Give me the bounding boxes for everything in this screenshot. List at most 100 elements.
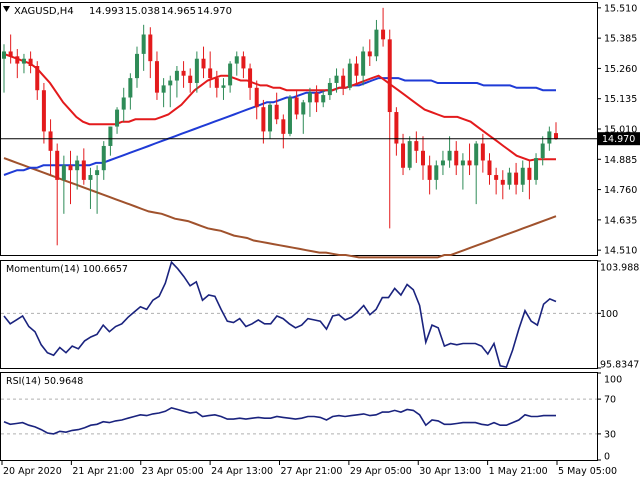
sma-mid-line [3,77,556,176]
rsi-tick-label: 100 [604,375,622,386]
candle-body [361,51,366,76]
candle-body [115,109,120,127]
candle-body [41,90,46,132]
candle-body [447,150,452,161]
candle-body [540,143,545,159]
price-tick-label: 15.510 [604,3,637,14]
candle-body [28,58,33,66]
rsi-tick-label: 0 [604,452,610,463]
candle-body [188,75,193,83]
price-panel[interactable]: 15.510 15.385 15.260 15.135 15.010 14.885 14.7… [0,2,640,259]
price-tick-label: 14.510 [604,246,637,257]
candle-body [480,143,485,161]
dropdown-triangle-icon[interactable] [3,6,10,12]
price-tick-label: 14.885 [604,155,637,166]
candle-body [407,141,412,168]
current-price-tag: 14.970 [598,132,640,146]
candle-body [48,131,53,151]
momentum-tick-label: 103.9882 [600,263,640,274]
price-axis: 15.510 15.385 15.260 15.135 15.010 14.885 14.7… [597,3,637,257]
candle-body [394,112,399,144]
price-tick-label: 15.135 [604,94,637,105]
candle-body [520,167,525,185]
candle-body [494,175,499,180]
candle-body [281,119,286,134]
candle-body [221,85,226,88]
candle-body [427,165,432,180]
candle-body [121,97,126,110]
sma-fast-line [3,52,556,162]
candle-body [21,58,26,64]
candle-body [8,51,13,57]
candle-body [547,131,552,144]
price-tick-label: 14.760 [604,185,637,196]
candle-body [301,102,306,115]
candle-body [321,95,326,103]
sma-slow-line [3,157,557,259]
momentum-line [3,260,557,369]
candle-body [35,66,40,91]
time-tick-label: 23 Apr 05:00 [142,466,204,477]
candle-body [15,56,20,64]
ohlc-low: 14.965 [161,6,196,17]
momentum-axis: 103.9882 100 95.8347 [1,260,640,371]
candle-body [68,165,73,171]
candle-body [294,97,299,115]
candle-body [181,70,186,76]
price-tick-label: 15.385 [604,34,637,45]
candle-body [168,80,173,86]
candle-body [75,160,80,171]
candle-body [148,34,153,62]
price-tick-label: 15.010 [604,125,637,136]
candle-body [327,82,332,96]
time-tick-label: 30 Apr 13:00 [419,466,481,477]
candle-body [274,104,279,120]
candle-body [554,133,558,139]
momentum-panel[interactable]: 103.9882 100 95.8347 Momentum(14) 100.6657 [0,260,640,371]
candle-body [88,175,93,180]
candle-body [261,107,266,132]
candle-body [341,75,346,88]
time-tick-label: 29 Apr 05:00 [350,466,412,477]
candle-body [381,29,386,40]
candle-body [414,141,419,151]
candle-body [454,150,459,166]
candle-body [474,143,479,166]
time-tick-label: 1 May 21:00 [489,466,548,477]
candle-body [420,150,425,166]
rsi-tick-label: 70 [604,395,616,406]
candle-body [241,56,246,69]
symbol-name: XAGUSD,H4 [14,6,74,17]
momentum-tick-label: 95.8347 [600,360,639,371]
candle-body [55,150,60,180]
time-tick-label: 27 Apr 21:00 [281,466,343,477]
candle-body [268,104,273,132]
rsi-panel[interactable]: 100 70 30 0 RSI(14) 50.9648 [0,372,623,463]
candle-body [527,167,532,180]
time-tick-label: 20 Apr 2020 [3,466,62,477]
candle-body [174,70,179,81]
candle-body [401,143,406,168]
candle-body [287,97,292,134]
rsi-line [3,406,556,435]
candle-body [61,165,66,180]
candle-body [334,75,339,83]
candlesticks[interactable] [2,7,558,246]
candle-body [354,63,359,76]
candle-body [161,85,166,93]
time-tick-label: 24 Apr 13:00 [211,466,273,477]
price-tick-label: 15.260 [604,64,637,75]
time-tick-label: 21 Apr 21:00 [72,466,134,477]
rsi-axis: 100 70 30 0 [1,372,622,463]
moving-averages [3,52,557,259]
candle-body [154,61,159,93]
candle-body [467,160,472,166]
candle-body [507,172,512,185]
time-tick-label: 5 May 05:00 [558,466,617,477]
ohlc-high: 15.038 [125,6,160,17]
candle-body [208,68,213,79]
candle-body [434,165,439,180]
time-axis: 20 Apr 2020 21 Apr 21:00 23 Apr 05:00 24 Ap… [1,461,617,477]
candle-body [201,58,206,69]
